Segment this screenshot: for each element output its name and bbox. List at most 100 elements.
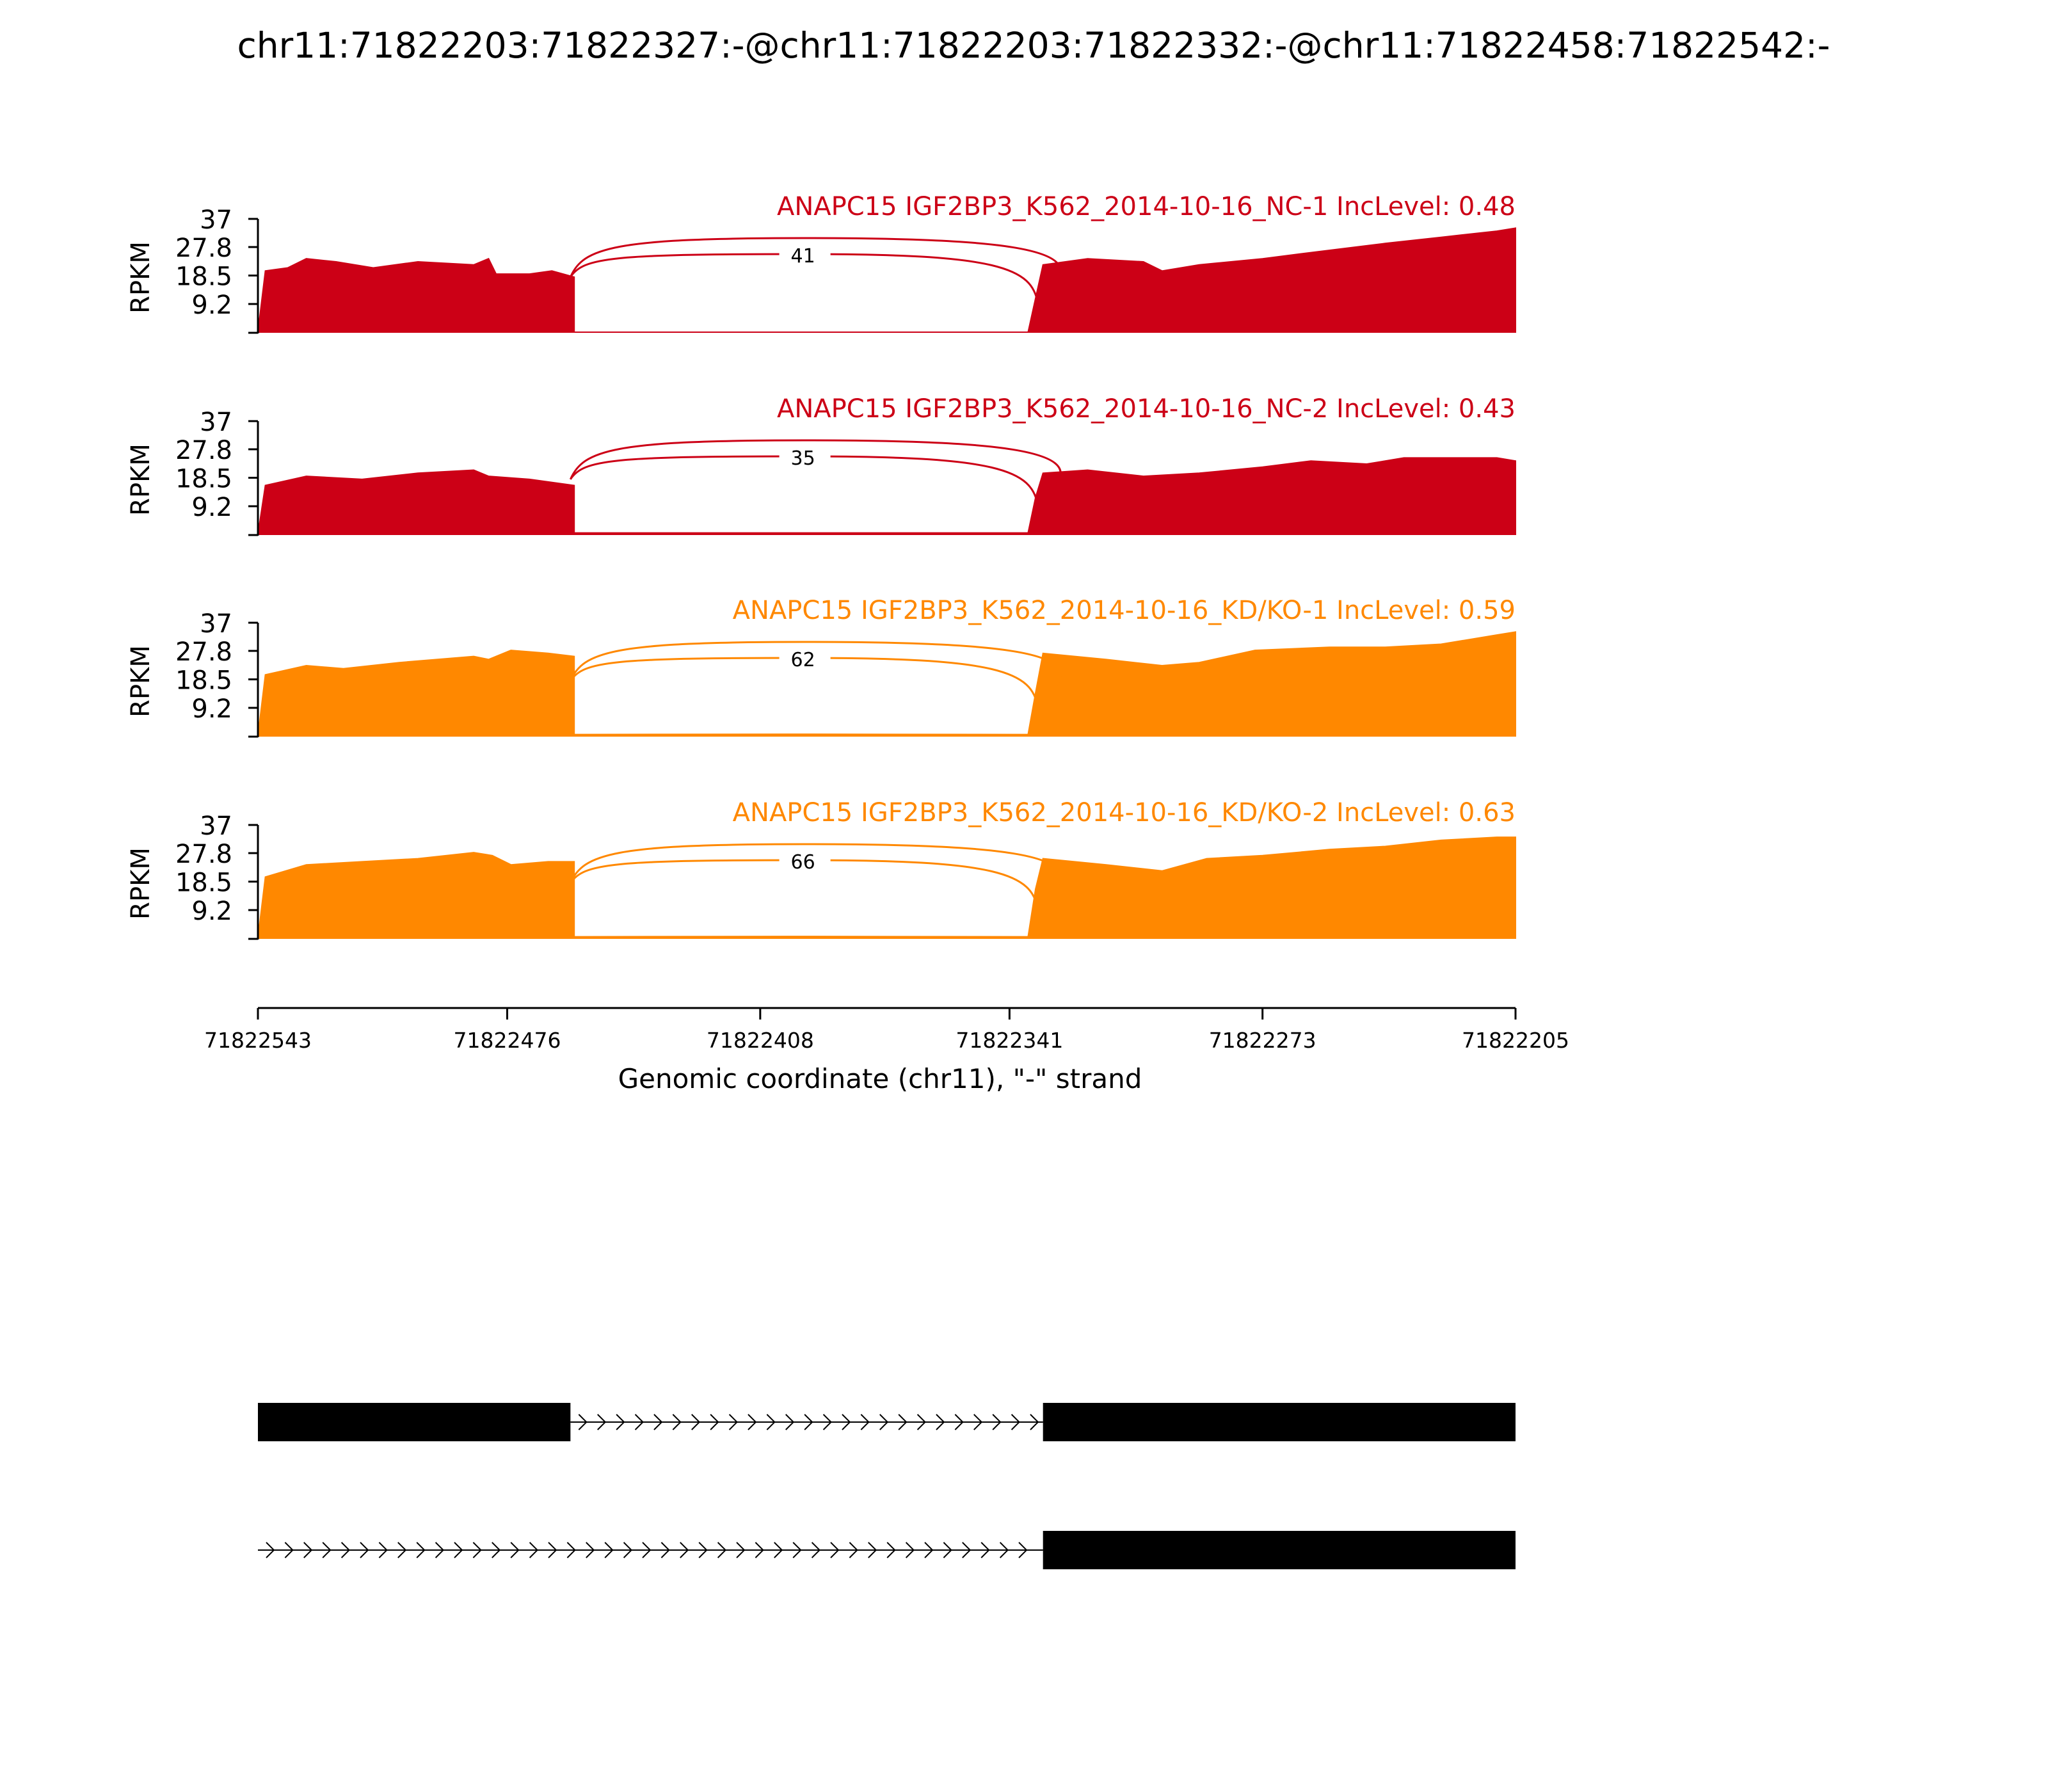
strand-arrow xyxy=(492,1542,501,1558)
strand-arrow xyxy=(886,1542,896,1558)
y-tick-label: 37 xyxy=(200,609,232,639)
strand-arrow xyxy=(642,1542,652,1558)
strand-arrow xyxy=(623,1542,633,1558)
strand-arrow xyxy=(766,1414,776,1430)
strand-arrow xyxy=(973,1414,983,1430)
strand-arrow xyxy=(616,1414,625,1430)
y-axis-label: RPKM xyxy=(126,241,156,314)
y-tick-label: 9.2 xyxy=(191,291,232,320)
strand-arrow xyxy=(905,1542,915,1558)
strand-arrow xyxy=(378,1542,388,1558)
junction-label-box xyxy=(779,643,831,672)
y-tick-label: 18.5 xyxy=(175,465,232,494)
y-axis-label: RPKM xyxy=(126,847,156,920)
strand-arrow xyxy=(672,1414,682,1430)
exon-block xyxy=(1043,1403,1516,1441)
gene-model xyxy=(258,1403,1516,1441)
plot-title: chr11:71822203:71822327:-@chr11:71822203… xyxy=(237,25,1830,66)
junction-label-box xyxy=(779,442,831,470)
strand-arrow xyxy=(1030,1414,1039,1430)
strand-arrow xyxy=(303,1542,313,1558)
strand-arrow xyxy=(566,1542,576,1558)
junction-arc-upper xyxy=(569,439,1062,486)
strand-arrow xyxy=(435,1542,445,1558)
sample-label: ANAPC15 IGF2BP3_K562_2014-10-16_NC-2 Inc… xyxy=(777,394,1516,424)
y-tick-label: 37 xyxy=(200,812,232,841)
strand-arrow xyxy=(804,1414,813,1430)
strand-arrow xyxy=(943,1542,952,1558)
strand-arrow xyxy=(748,1414,757,1430)
strand-arrow xyxy=(454,1542,463,1558)
gene-models xyxy=(258,1403,1516,1569)
strand-arrow xyxy=(284,1542,294,1558)
x-tick-label: 71822341 xyxy=(956,1028,1063,1053)
strand-arrow xyxy=(992,1414,1002,1430)
junction-arc-upper xyxy=(569,237,1062,284)
y-axis-label: RPKM xyxy=(126,645,156,717)
strand-arrow xyxy=(916,1414,926,1430)
y-tick-label: 27.8 xyxy=(175,234,232,263)
junction-count-label: 41 xyxy=(791,245,815,268)
strand-arrow xyxy=(924,1542,934,1558)
strand-arrow xyxy=(1018,1542,1028,1558)
strand-arrow xyxy=(360,1542,369,1558)
gene-model xyxy=(258,1531,1516,1569)
strand-arrow xyxy=(822,1414,832,1430)
strand-arrow xyxy=(653,1414,663,1430)
strand-arrow xyxy=(774,1542,783,1558)
strand-arrow xyxy=(936,1414,945,1430)
y-tick-label: 9.2 xyxy=(191,897,232,926)
strand-arrow xyxy=(472,1542,482,1558)
x-tick-label: 71822273 xyxy=(1209,1028,1316,1053)
x-axis: 71822543 71822476 71822408 71822341 71822273… xyxy=(204,1007,1569,1053)
strand-arrow xyxy=(717,1542,727,1558)
strand-arrow xyxy=(578,1414,588,1430)
strand-arrow xyxy=(397,1542,407,1558)
strand-arrow xyxy=(340,1542,351,1558)
strand-arrow xyxy=(811,1542,821,1558)
x-tick-label: 71822205 xyxy=(1462,1028,1569,1053)
x-tick-label: 71822543 xyxy=(204,1028,312,1053)
y-tick-label: 37 xyxy=(200,205,232,235)
strand-arrow xyxy=(785,1414,795,1430)
strand-arrow xyxy=(660,1542,670,1558)
x-tick-label: 71822476 xyxy=(454,1028,561,1053)
x-tick-label: 71822408 xyxy=(707,1028,814,1053)
junction-label-box xyxy=(779,845,831,874)
strand-arrow xyxy=(999,1542,1009,1558)
strand-arrow xyxy=(755,1542,764,1558)
y-tick-label: 27.8 xyxy=(175,436,232,465)
x-axis-label: Genomic coordinate (chr11), "-" strand xyxy=(618,1063,1142,1094)
sample-label: ANAPC15 IGF2BP3_K562_2014-10-16_NC-1 Inc… xyxy=(777,192,1516,221)
strand-arrow xyxy=(604,1542,614,1558)
strand-arrow xyxy=(736,1542,746,1558)
junction-arc-upper xyxy=(569,843,1062,890)
strand-arrow xyxy=(962,1542,972,1558)
junction-arc-upper xyxy=(569,641,1062,688)
strand-arrow xyxy=(879,1414,889,1430)
junction-count-label: 35 xyxy=(791,447,815,470)
strand-arrow xyxy=(868,1542,877,1558)
strand-arrow xyxy=(980,1542,990,1558)
strand-arrow xyxy=(954,1414,964,1430)
y-tick-label: 37 xyxy=(200,408,232,437)
strand-arrow xyxy=(548,1542,557,1558)
strand-arrow xyxy=(728,1414,738,1430)
exon-block xyxy=(258,1403,571,1441)
strand-arrow xyxy=(849,1542,858,1558)
sample-label: ANAPC15 IGF2BP3_K562_2014-10-16_KD/KO-1 … xyxy=(733,596,1516,625)
junction-label-box xyxy=(779,239,831,268)
strand-arrow xyxy=(586,1542,595,1558)
strand-arrow xyxy=(792,1542,802,1558)
strand-arrow xyxy=(416,1542,426,1558)
y-axis-label: RPKM xyxy=(126,444,156,516)
y-tick-label: 27.8 xyxy=(175,637,232,667)
strand-arrow xyxy=(860,1414,870,1430)
y-tick-label: 9.2 xyxy=(191,493,232,522)
strand-arrow xyxy=(510,1542,520,1558)
exon-block xyxy=(1043,1531,1516,1569)
sample-label: ANAPC15 IGF2BP3_K562_2014-10-16_KD/KO-2 … xyxy=(733,798,1516,828)
